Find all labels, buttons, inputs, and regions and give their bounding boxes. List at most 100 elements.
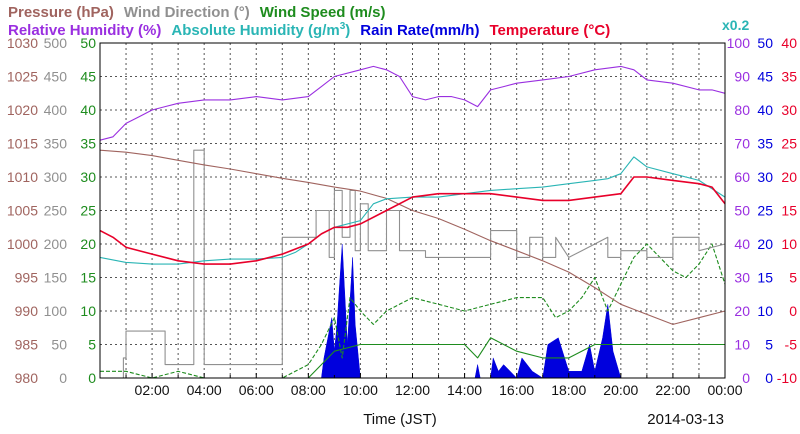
tick-label: 450 <box>44 69 68 85</box>
tick-label: -5 <box>785 337 798 353</box>
x-tick-label: 20:00 <box>603 382 638 398</box>
tick-label: 5 <box>789 270 797 286</box>
x-tick-label: 12:00 <box>395 382 430 398</box>
series-wind-direction <box>100 149 726 379</box>
legend-item: Rain Rate(mm/h) <box>360 22 479 39</box>
tick-label: 5 <box>88 337 96 353</box>
legend-item: Temperature (°C) <box>489 22 610 39</box>
tick-label: 20 <box>80 236 96 252</box>
tick-label: 30 <box>757 169 773 185</box>
tick-label: 40 <box>80 102 96 118</box>
legend-item: Wind Speed (m/s) <box>260 4 386 21</box>
tick-label: 995 <box>15 270 39 286</box>
tick-label: 35 <box>781 69 797 85</box>
x-tick-label: 02:00 <box>135 382 170 398</box>
series-rain-rate <box>100 243 725 379</box>
tick-label: 990 <box>15 303 39 319</box>
x-axis: 02:00 04:00 06:00 08:00 10:00 12:00 14:00 16:00… <box>125 373 743 398</box>
tick-label: 0 <box>789 303 797 319</box>
date-label: 2014-03-13 <box>647 411 724 428</box>
legend: Pressure (hPa) Wind Direction (°) Wind Spe… <box>8 4 749 39</box>
tick-label: 25 <box>80 203 96 219</box>
x-tick-label: 08:00 <box>291 382 326 398</box>
x-tick-label: 16:00 <box>499 382 534 398</box>
tick-label: 5 <box>765 337 773 353</box>
left-axes: 1030102510201015101010051000995990985980… <box>7 35 96 386</box>
tick-label: 30 <box>781 102 797 118</box>
tick-label: 10 <box>757 303 773 319</box>
x-tick-label: 22:00 <box>655 382 690 398</box>
tick-label: 80 <box>734 102 750 118</box>
tick-label: 20 <box>734 303 750 319</box>
series-relative-humidity <box>99 65 726 141</box>
legend-item: Absolute Humidity (g/m3) <box>171 21 350 39</box>
tick-label: 0 <box>59 370 67 386</box>
tick-label: 20 <box>757 236 773 252</box>
x-tick-label: 14:00 <box>447 382 482 398</box>
tick-label: 1020 <box>7 102 38 118</box>
tick-label: 500 <box>44 35 68 51</box>
tick-label: 40 <box>757 102 773 118</box>
tick-label: 1005 <box>7 203 38 219</box>
tick-label: 30 <box>80 169 96 185</box>
tick-label: 1025 <box>7 69 38 85</box>
tick-label: 100 <box>727 35 751 51</box>
tick-label: 50 <box>80 35 96 51</box>
x-tick-label: 06:00 <box>239 382 274 398</box>
tick-label: 0 <box>765 370 773 386</box>
tick-label: 25 <box>781 136 797 152</box>
tick-label: 30 <box>734 270 750 286</box>
scale-note: x0.2 <box>722 17 749 33</box>
tick-label: 25 <box>757 203 773 219</box>
tick-label: 250 <box>44 203 68 219</box>
tick-label: 400 <box>44 102 68 118</box>
tick-label: 200 <box>44 236 68 252</box>
x-tick-label: 04:00 <box>187 382 222 398</box>
tick-label: 10 <box>80 303 96 319</box>
legend-item: Pressure (hPa) <box>8 4 114 21</box>
tick-label: 100 <box>44 303 68 319</box>
x-axis-label: Time (JST) <box>363 411 437 428</box>
tick-label: 15 <box>80 270 96 286</box>
tick-label: 35 <box>80 136 96 152</box>
series-pressure <box>99 149 726 325</box>
tick-label: 10 <box>734 337 750 353</box>
tick-label: 45 <box>80 69 96 85</box>
tick-label: 1030 <box>7 35 38 51</box>
legend-item: Wind Direction (°) <box>124 4 250 21</box>
tick-label: 45 <box>757 69 773 85</box>
x-tick-label: 10:00 <box>343 382 378 398</box>
tick-label: 15 <box>781 203 797 219</box>
tick-label: 15 <box>757 270 773 286</box>
tick-label: 1015 <box>7 136 38 152</box>
right-axes: 1009080706050403020100504540353025201510… <box>727 35 798 386</box>
tick-label: 0 <box>88 370 96 386</box>
tick-label: 1000 <box>7 236 38 252</box>
tick-label: 10 <box>781 236 797 252</box>
tick-label: 1010 <box>7 169 38 185</box>
tick-label: 50 <box>51 337 67 353</box>
tick-label: 50 <box>734 203 750 219</box>
tick-label: 60 <box>734 169 750 185</box>
tick-label: 40 <box>734 236 750 252</box>
series-temperature <box>99 176 726 265</box>
legend-item: Relative Humidity (%) <box>8 22 161 39</box>
tick-label: 35 <box>757 136 773 152</box>
x-tick-label: 18:00 <box>551 382 586 398</box>
series-absolute-humidity-x0-2 <box>99 156 726 265</box>
tick-label: 980 <box>15 370 39 386</box>
tick-label: 40 <box>781 35 797 51</box>
tick-label: 350 <box>44 136 68 152</box>
tick-label: 20 <box>781 169 797 185</box>
tick-label: -10 <box>777 370 797 386</box>
tick-label: 70 <box>734 136 750 152</box>
tick-label: 90 <box>734 69 750 85</box>
tick-label: 150 <box>44 270 68 286</box>
tick-label: 300 <box>44 169 68 185</box>
tick-label: 50 <box>757 35 773 51</box>
tick-label: 985 <box>15 337 39 353</box>
plot-area <box>99 42 726 379</box>
tick-label: 0 <box>742 370 750 386</box>
x-tick-label: 00:00 <box>707 382 742 398</box>
